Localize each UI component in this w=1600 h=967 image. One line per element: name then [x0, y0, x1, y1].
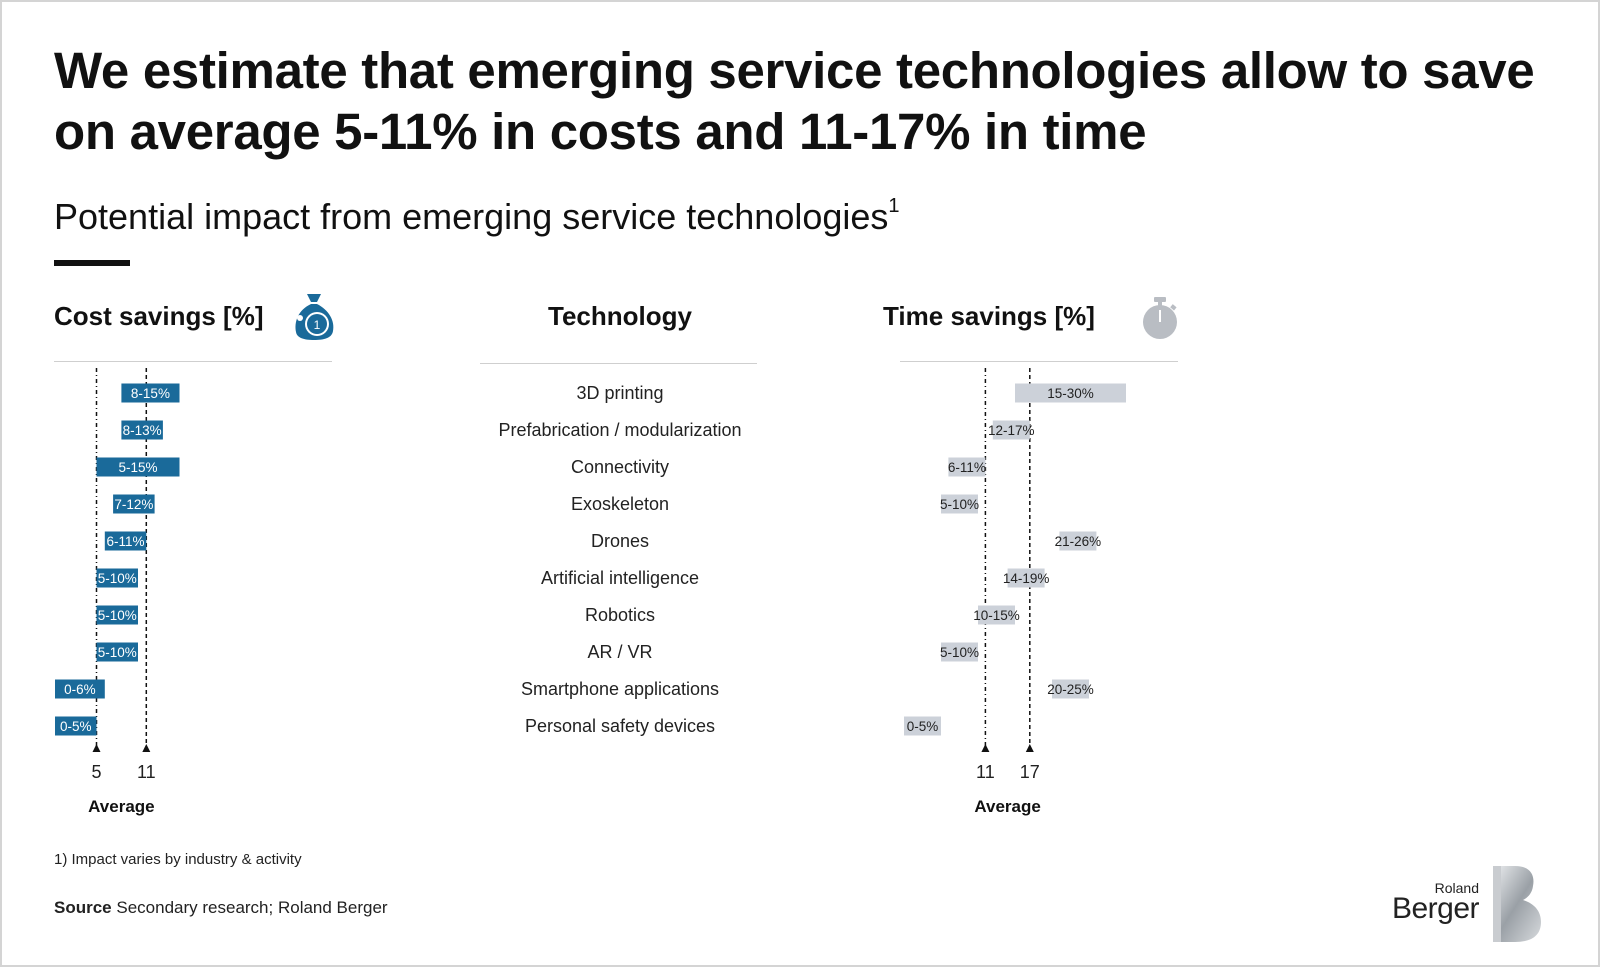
technology-label: Smartphone applications — [520, 679, 720, 699]
bar-value-label: 0-6% — [64, 682, 96, 697]
average-marker-value: 11 — [137, 762, 156, 782]
technology-label: Robotics — [584, 605, 656, 625]
technology-label: Personal safety devices — [524, 716, 716, 736]
bar-value-label: 0-5% — [60, 719, 92, 734]
average-marker-value: 17 — [1020, 762, 1040, 782]
bar-value-label: 21-26% — [1055, 534, 1102, 549]
technology-header: Technology — [548, 301, 692, 331]
range-bar — [948, 457, 986, 477]
technology-header-divider — [480, 363, 757, 364]
technology-label: 3D printing — [576, 383, 664, 403]
bar-value-label: 7-12% — [114, 497, 153, 512]
technology-label: Artificial intelligence — [540, 568, 700, 588]
range-bar — [96, 642, 138, 662]
source-text: Secondary research; Roland Berger — [116, 898, 388, 917]
technology-label: Drones — [590, 531, 650, 551]
bar-value-label: 20-25% — [1047, 682, 1094, 697]
range-bar — [992, 420, 1030, 440]
bar-value-label: 5-10% — [98, 608, 137, 623]
time-savings-chart: 11 17 Average 15-30% 12-17% 6-11% 5-10% 21-26% 1… — [904, 368, 1126, 816]
range-bar — [1007, 568, 1045, 588]
range-bar — [96, 457, 180, 477]
range-bar — [941, 494, 978, 514]
range-bar — [104, 531, 147, 551]
cost-savings-chart: 5 11 Average 8-15% 8-13% 5-15% 7-12% 6-11% 5-10%… — [55, 368, 180, 816]
subtitle-footnote-marker: 1 — [888, 195, 900, 217]
average-marker-value: 11 — [976, 762, 995, 782]
footnote: 1) Impact varies by industry & activity — [54, 851, 302, 868]
average-label: Average — [974, 797, 1040, 816]
cost-savings-header: Cost savings [%] — [54, 301, 264, 331]
money-bag-icon: 1 — [295, 294, 334, 340]
page-title: We estimate that emerging service techno… — [54, 42, 1535, 160]
bar-value-label: 6-11% — [107, 534, 145, 549]
range-bar — [121, 383, 180, 403]
bar-value-label: 5-15% — [118, 460, 157, 475]
range-bar — [96, 605, 138, 625]
average-marker-arrow — [981, 744, 990, 752]
bar-value-label: 6-11% — [948, 460, 986, 475]
bar-value-label: 0-5% — [907, 719, 939, 734]
average-label: Average — [88, 797, 154, 816]
technology-label: Connectivity — [570, 457, 670, 477]
range-bar — [1052, 679, 1089, 699]
bar-value-label: 15-30% — [1047, 386, 1094, 401]
subtitle-text: Potential impact from emerging service t… — [54, 196, 889, 237]
range-bar — [1015, 383, 1126, 403]
cost-header-divider — [54, 361, 332, 362]
source-label: Source — [54, 898, 112, 917]
technology-label: Exoskeleton — [570, 494, 670, 514]
range-bar — [941, 642, 978, 662]
average-marker-arrow — [142, 744, 151, 752]
logo-text-berger: Berger — [1391, 892, 1480, 925]
stopwatch-icon — [1143, 297, 1177, 339]
bar-value-label: 5-10% — [940, 497, 979, 512]
title-accent-bar — [54, 260, 130, 266]
range-bar — [113, 494, 155, 514]
bar-value-label: 5-10% — [940, 645, 979, 660]
average-marker-arrow — [1025, 744, 1034, 752]
bar-value-label: 8-13% — [123, 423, 162, 438]
average-marker-value: 5 — [91, 762, 101, 782]
range-bar — [121, 420, 163, 440]
range-bar — [904, 716, 941, 736]
technology-label: Prefabrication / modularization — [498, 420, 742, 440]
logo-b-mark — [1493, 866, 1541, 942]
roland-berger-logo: Roland Berger — [1391, 866, 1545, 942]
bar-value-label: 5-10% — [98, 571, 137, 586]
time-header-divider — [900, 361, 1178, 362]
range-bar — [978, 605, 1015, 625]
range-bar — [96, 568, 138, 588]
bar-value-label: 10-15% — [973, 608, 1020, 623]
time-savings-header: Time savings [%] — [883, 301, 1095, 331]
source-line: Source Secondary research; Roland Berger — [54, 898, 388, 918]
technology-label: AR / VR — [587, 642, 653, 662]
bar-value-label: 14-19% — [1003, 571, 1050, 586]
bar-value-label: 12-17% — [988, 423, 1035, 438]
range-bar — [55, 716, 97, 736]
bar-value-label: 8-15% — [131, 386, 170, 401]
page-subtitle: Potential impact from emerging service t… — [54, 188, 900, 239]
range-bar — [55, 679, 105, 699]
logo-text-roland: Roland — [1434, 880, 1479, 896]
bar-value-label: 5-10% — [98, 645, 137, 660]
svg-text:1: 1 — [314, 318, 321, 332]
average-marker-arrow — [92, 744, 101, 752]
range-bar — [1059, 531, 1097, 551]
